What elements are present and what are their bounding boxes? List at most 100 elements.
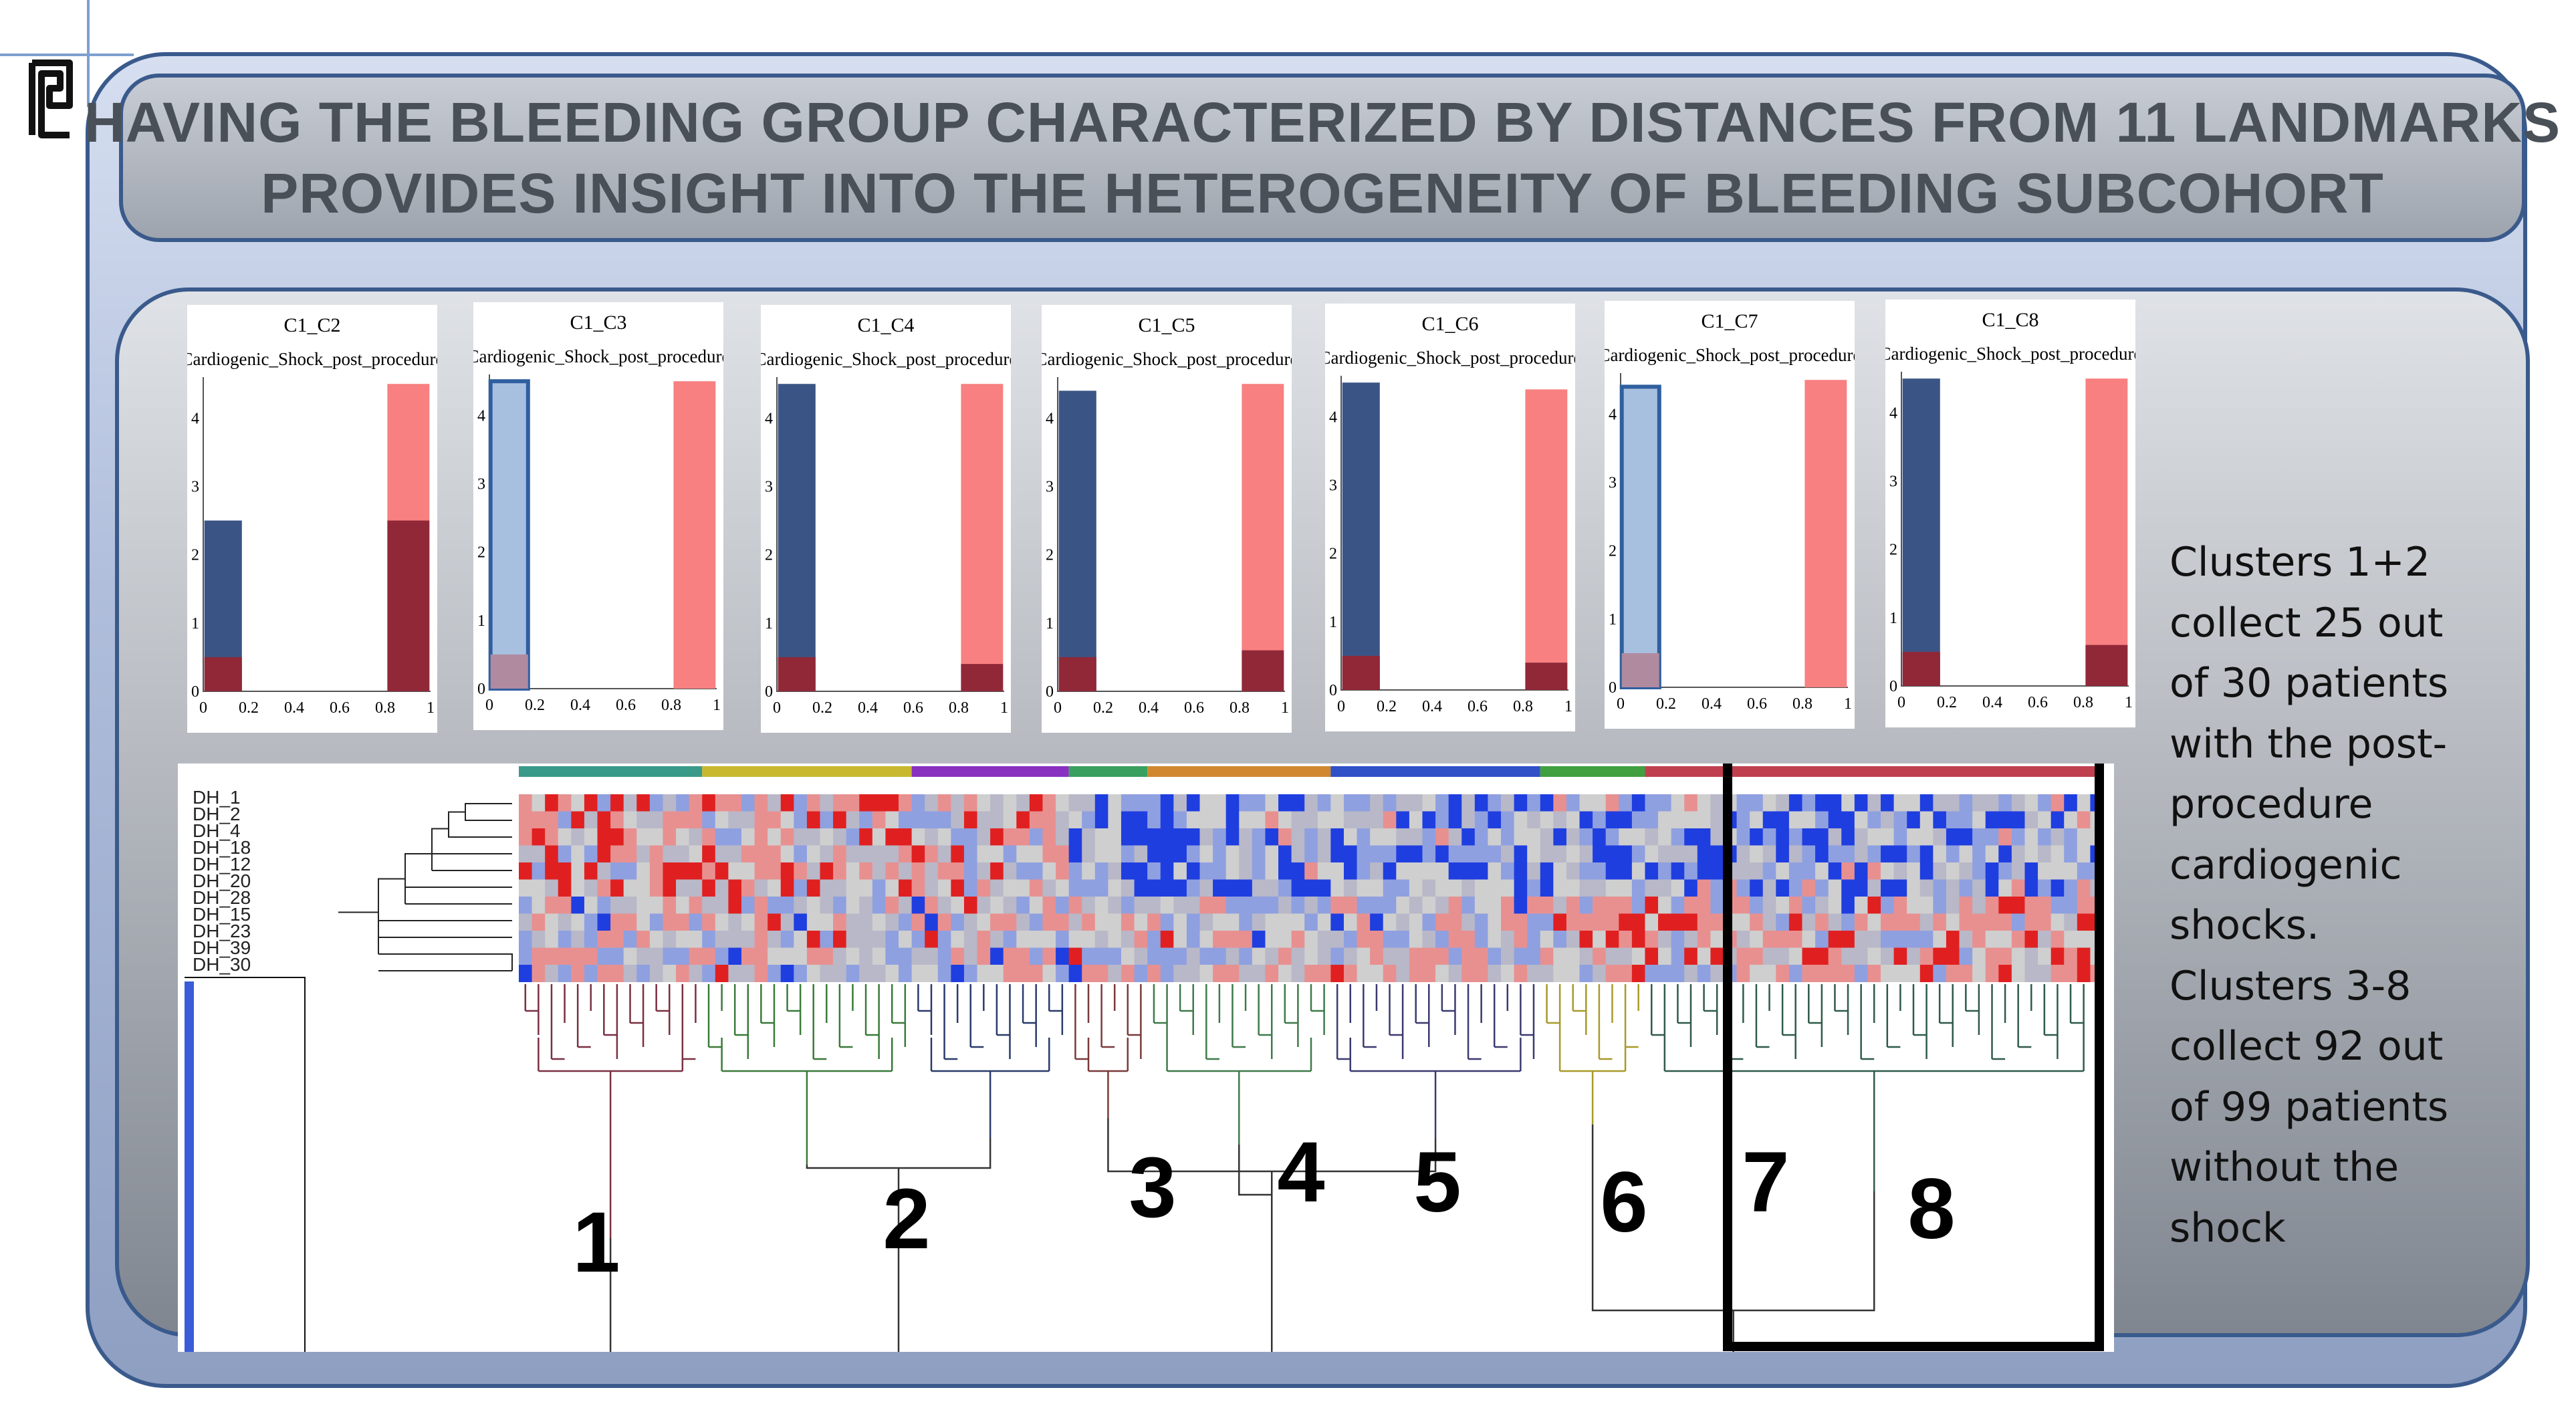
- mini-y-tick: 2: [477, 544, 485, 562]
- mini-y-tick: 3: [765, 478, 773, 495]
- mini-chart-svg: C1_C5 Cardiogenic_Shock_post_procedure 0 0.…: [1042, 305, 1292, 733]
- mini-bar-left: [1058, 390, 1096, 691]
- mini-y-tick: 3: [477, 475, 485, 493]
- title-line-2: PROVIDES INSIGHT INTO THE HETEROGENEITY …: [261, 162, 2384, 225]
- mini-x-tick: 0.2: [1093, 699, 1113, 717]
- cluster-number: 4: [1277, 1125, 1324, 1220]
- mini-y-tick: 2: [191, 547, 199, 564]
- mini-bar-left-shock: [1902, 651, 1940, 686]
- side-text-line: Clusters 1+2: [2170, 539, 2430, 586]
- mini-x-tick: 1: [1000, 699, 1008, 717]
- mini-bar-right: [2085, 378, 2128, 686]
- mini-chart-svg: C1_C2 Cardiogenic_Shock_post_procedure 0 0.…: [187, 305, 437, 733]
- mini-chart-title: C1_C2: [283, 314, 340, 336]
- mini-chart-c1-c8: C1_C8 Cardiogenic_Shock_post_procedure 0 0.…: [1885, 300, 2135, 727]
- mini-y-tick: 2: [1046, 547, 1054, 564]
- mini-chart-axis: [1340, 376, 1568, 691]
- heatmap-row-label: DH_39: [193, 937, 251, 958]
- corner-guide-horizontal: [0, 53, 134, 56]
- heatmap-row-label: DH_30: [193, 954, 251, 975]
- mini-x-tick: 0.8: [949, 699, 969, 717]
- mini-chart-svg: C1_C4 Cardiogenic_Shock_post_procedure 0 0.…: [761, 305, 1011, 733]
- mini-chart-c1-c5: C1_C5 Cardiogenic_Shock_post_procedure 0 0.…: [1042, 305, 1292, 733]
- mini-chart-title: C1_C6: [1421, 313, 1478, 335]
- mini-chart-axis: [776, 377, 1004, 692]
- mini-y-tick: 4: [1046, 410, 1054, 427]
- mini-y-tick: 3: [1329, 477, 1337, 494]
- mini-bar-left-shock: [1058, 657, 1096, 691]
- mini-bar-left-shock: [778, 657, 816, 691]
- side-text-line: cardiogenic: [2170, 841, 2402, 889]
- mini-y-tick: 1: [191, 615, 199, 632]
- mini-bar-left-shock: [490, 654, 528, 689]
- mini-x-tick: 0.8: [1513, 698, 1533, 715]
- mini-chart-title: C1_C3: [570, 312, 626, 334]
- mini-y-tick: 4: [765, 410, 773, 427]
- side-text-line: collect 25 out: [2170, 599, 2444, 647]
- mini-bar-right: [1525, 389, 1568, 690]
- cluster-number: 8: [1907, 1161, 1955, 1257]
- mini-chart-title: C1_C8: [1982, 309, 2038, 331]
- mini-x-tick: 0.6: [2028, 694, 2048, 711]
- heatmap-row-label: DH_1: [193, 787, 241, 808]
- mini-x-tick: 0.6: [1468, 698, 1488, 715]
- mini-y-tick: 2: [765, 547, 773, 564]
- mini-bar-right-shock: [387, 520, 430, 691]
- side-text-line: shock: [2170, 1204, 2286, 1252]
- mini-y-tick: 3: [191, 478, 199, 495]
- mini-chart-svg: C1_C7 Cardiogenic_Shock_post_procedure 0 0.…: [1605, 301, 1855, 729]
- mini-bar-left: [1902, 378, 1940, 686]
- side-text-line: without the: [2170, 1144, 2399, 1191]
- mini-bar-left: [1619, 384, 1661, 689]
- mini-y-tick: 1: [1329, 614, 1337, 631]
- mini-x-tick: 0: [773, 699, 781, 717]
- mini-chart-c1-c4: C1_C4 Cardiogenic_Shock_post_procedure 0 0.…: [761, 305, 1011, 733]
- mini-x-tick: 0.2: [1937, 694, 1957, 711]
- mini-x-tick: 0.6: [330, 699, 350, 717]
- highlight-box-clusters-1-2: [1723, 764, 2104, 1351]
- mini-x-tick: 1: [427, 699, 435, 717]
- mini-x-tick: 0: [1617, 695, 1625, 713]
- mini-y-tick: 3: [1046, 478, 1054, 495]
- mini-x-tick: 0.4: [1982, 694, 2002, 711]
- mini-chart-subtitle: Cardiogenic_Shock_post_procedure: [761, 349, 1011, 369]
- mini-x-tick: 0.8: [1230, 699, 1250, 717]
- mini-x-tick: 0: [1337, 698, 1345, 715]
- heatmap-row-label: DH_2: [193, 804, 241, 824]
- mini-y-tick: 0: [1046, 683, 1054, 701]
- mini-bar-left-shock: [1342, 655, 1380, 690]
- cluster-links: [609, 1118, 1875, 1352]
- mini-bar-right-shock: [2085, 645, 2128, 686]
- side-text-line: with the post-: [2170, 720, 2448, 768]
- cluster-number: 1: [572, 1195, 620, 1290]
- mini-y-tick: 2: [1329, 546, 1337, 563]
- mini-chart-c1-c2: C1_C2 Cardiogenic_Shock_post_procedure 0 0.…: [187, 305, 437, 733]
- mini-chart-svg: C1_C6 Cardiogenic_Shock_post_procedure 0 0.…: [1325, 304, 1575, 731]
- mini-bar-right-shock: [961, 664, 1004, 691]
- mini-x-tick: 0.8: [661, 697, 681, 714]
- mini-y-tick: 4: [1609, 406, 1617, 423]
- mini-x-tick: 0.8: [375, 699, 395, 717]
- heatmap-dendrogram: DH_1DH_2DH_4DH_18DH_12DH_20DH_28DH_15DH_…: [185, 764, 2104, 1352]
- heatmap-row-label: DH_15: [193, 904, 251, 925]
- mini-x-tick: 0.4: [1422, 698, 1442, 715]
- heatmap-row-label: DH_18: [193, 837, 251, 858]
- mini-bar-left-shock: [1621, 653, 1659, 687]
- mini-chart-c1-c7: C1_C7 Cardiogenic_Shock_post_procedure 0 0.…: [1605, 301, 1855, 729]
- mini-chart-axis: [203, 377, 431, 692]
- mini-bar-left: [778, 384, 816, 691]
- mini-bar-left: [488, 379, 530, 691]
- cluster-number: 2: [883, 1171, 930, 1267]
- mini-y-tick: 1: [765, 615, 773, 632]
- mini-x-tick: 1: [1564, 698, 1572, 715]
- mini-y-tick: 3: [1609, 474, 1617, 491]
- mini-x-tick: 1: [2125, 694, 2133, 711]
- mini-bar-right: [673, 381, 716, 689]
- side-text-line: procedure: [2170, 781, 2373, 828]
- mini-x-tick: 0.2: [1377, 698, 1397, 715]
- mini-bar-right-shock: [1242, 650, 1284, 691]
- mini-x-tick: 1: [713, 697, 721, 714]
- mini-y-tick: 1: [1889, 610, 1897, 627]
- mini-bar-right: [961, 384, 1004, 691]
- mini-y-tick: 0: [1889, 678, 1897, 695]
